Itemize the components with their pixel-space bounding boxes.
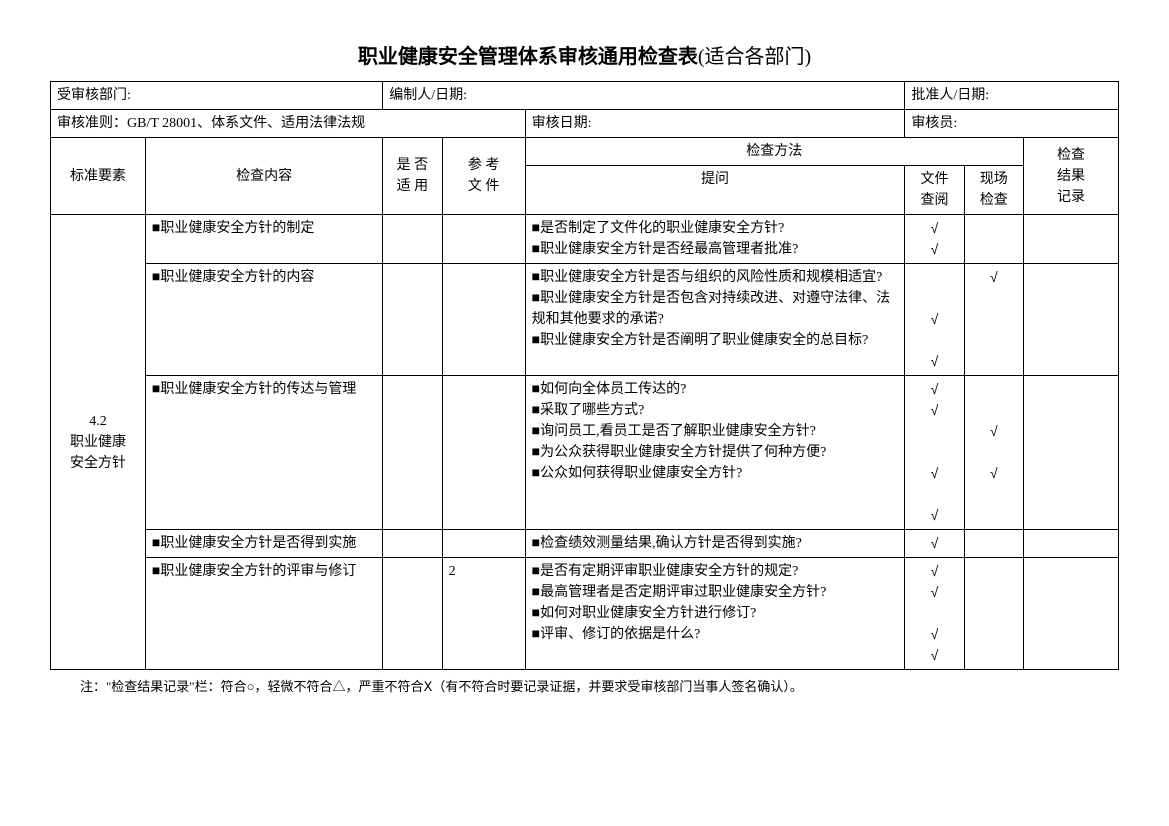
table-row: ■职业健康安全方针的传达与管理 ■如何向全体员工传达的?■采取了哪些方式?■询问…: [51, 376, 1119, 530]
cell-site: [964, 215, 1023, 264]
header-row-2: 审核准则：GB/T 28001、体系文件、适用法律法规 审核日期: 审核员:: [51, 110, 1119, 138]
cell-content: ■职业健康安全方针的内容: [145, 264, 382, 376]
col-site: 现场检查: [964, 166, 1023, 215]
preparer-label: 编制人/日期:: [383, 82, 905, 110]
col-question: 提问: [525, 166, 905, 215]
col-reference: 参 考文 件: [442, 138, 525, 215]
cell-doc: √√√√: [905, 558, 964, 670]
title-normal: (适合各部门): [698, 46, 811, 68]
cell-applicable: [383, 558, 442, 670]
col-result: 检查结果记录: [1023, 138, 1118, 215]
cell-ref: 2: [442, 558, 525, 670]
title-bold: 职业健康安全管理体系审核通用检查表: [358, 46, 698, 68]
cell-ref: [442, 530, 525, 558]
table-row: ■职业健康安全方针的评审与修订 2 ■是否有定期评审职业健康安全方针的规定?■最…: [51, 558, 1119, 670]
dept-label: 受审核部门:: [51, 82, 383, 110]
column-header-row-1: 标准要素 检查内容 是 否适 用 参 考文 件 检查方法 检查结果记录: [51, 138, 1119, 166]
cell-doc: √√: [905, 264, 964, 376]
footnote: 注："检查结果记录"栏：符合○，轻微不符合△，严重不符合Ⅹ（有不符合时要记录证据…: [50, 676, 1119, 695]
col-applicable: 是 否适 用: [383, 138, 442, 215]
cell-ref: [442, 376, 525, 530]
cell-result: [1023, 530, 1118, 558]
cell-question: ■检查绩效测量结果,确认方针是否得到实施?: [525, 530, 905, 558]
cell-content: ■职业健康安全方针是否得到实施: [145, 530, 382, 558]
cell-ref: [442, 264, 525, 376]
checklist-table: 受审核部门: 编制人/日期: 批准人/日期: 审核准则：GB/T 28001、体…: [50, 81, 1119, 670]
cell-applicable: [383, 264, 442, 376]
cell-content: ■职业健康安全方针的评审与修订: [145, 558, 382, 670]
cell-applicable: [383, 376, 442, 530]
cell-question: ■如何向全体员工传达的?■采取了哪些方式?■询问员工,看员工是否了解职业健康安全…: [525, 376, 905, 530]
cell-result: [1023, 558, 1118, 670]
col-standard: 标准要素: [51, 138, 146, 215]
auditor-label: 审核员:: [905, 110, 1119, 138]
cell-question: ■职业健康安全方针是否与组织的风险性质和规模相适宜?■职业健康安全方针是否包含对…: [525, 264, 905, 376]
cell-applicable: [383, 530, 442, 558]
col-method: 检查方法: [525, 138, 1023, 166]
cell-applicable: [383, 215, 442, 264]
page-title: 职业健康安全管理体系审核通用检查表(适合各部门): [50, 40, 1119, 69]
audit-date-label: 审核日期:: [525, 110, 905, 138]
cell-site: √√: [964, 376, 1023, 530]
cell-question: ■是否有定期评审职业健康安全方针的规定?■最高管理者是否定期评审过职业健康安全方…: [525, 558, 905, 670]
table-row: ■职业健康安全方针是否得到实施 ■检查绩效测量结果,确认方针是否得到实施? √: [51, 530, 1119, 558]
cell-result: [1023, 215, 1118, 264]
cell-ref: [442, 215, 525, 264]
criteria-label: 审核准则：GB/T 28001、体系文件、适用法律法规: [51, 110, 526, 138]
table-row: 4.2职业健康安全方针 ■职业健康安全方针的制定 ■是否制定了文件化的职业健康安…: [51, 215, 1119, 264]
cell-doc: √√√√: [905, 376, 964, 530]
section-id: 4.2职业健康安全方针: [51, 215, 146, 670]
cell-doc: √: [905, 530, 964, 558]
cell-content: ■职业健康安全方针的传达与管理: [145, 376, 382, 530]
col-doc: 文件查阅: [905, 166, 964, 215]
header-row-1: 受审核部门: 编制人/日期: 批准人/日期:: [51, 82, 1119, 110]
cell-result: [1023, 376, 1118, 530]
approver-label: 批准人/日期:: [905, 82, 1119, 110]
cell-site: [964, 530, 1023, 558]
table-row: ■职业健康安全方针的内容 ■职业健康安全方针是否与组织的风险性质和规模相适宜?■…: [51, 264, 1119, 376]
cell-site: √: [964, 264, 1023, 376]
cell-question: ■是否制定了文件化的职业健康安全方针?■职业健康安全方针是否经最高管理者批准?: [525, 215, 905, 264]
cell-content: ■职业健康安全方针的制定: [145, 215, 382, 264]
cell-result: [1023, 264, 1118, 376]
col-content: 检查内容: [145, 138, 382, 215]
cell-site: [964, 558, 1023, 670]
cell-doc: √√: [905, 215, 964, 264]
